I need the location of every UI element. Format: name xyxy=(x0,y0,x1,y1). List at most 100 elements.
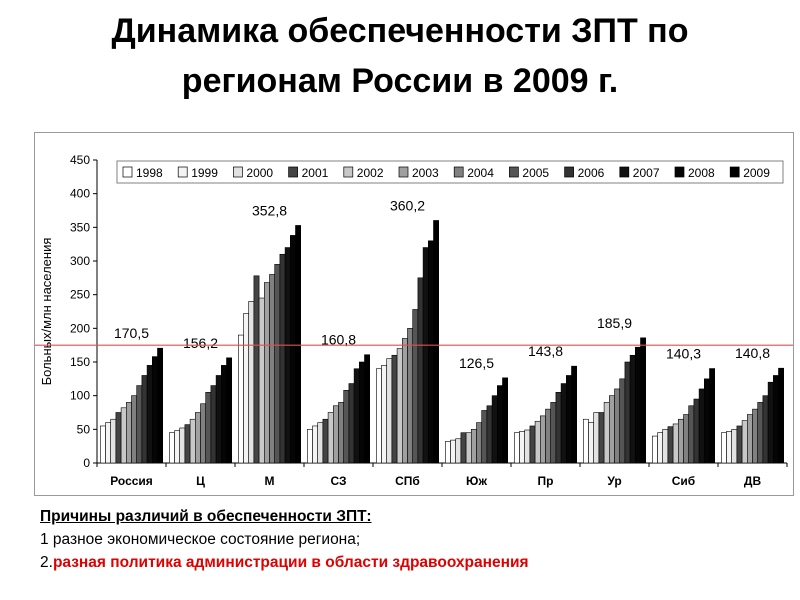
bar-2009 xyxy=(502,377,508,464)
bar-2002 xyxy=(672,423,679,464)
legend-label-2005: 2005 xyxy=(522,166,549,180)
bar-2003 xyxy=(677,418,684,464)
y-tick-label: 250 xyxy=(70,288,90,302)
bar-2009 xyxy=(157,347,163,464)
bar-2005 xyxy=(274,264,281,464)
reason-item-2: 2.разная политика администрации в област… xyxy=(40,551,529,574)
bar-2005 xyxy=(205,391,212,464)
bar-1999 xyxy=(726,431,732,464)
data-label: 140,8 xyxy=(735,345,770,361)
bar-2000 xyxy=(593,412,600,464)
bar-2009 xyxy=(226,357,232,464)
bar-2008 xyxy=(772,375,779,464)
bar-2003 xyxy=(195,412,201,464)
bar-2001 xyxy=(115,412,122,464)
legend-swatch-2002 xyxy=(343,166,354,178)
bar-2003 xyxy=(470,429,477,464)
y-tick-label: 200 xyxy=(70,321,90,335)
bar-2006 xyxy=(624,361,631,464)
y-tick-label: 150 xyxy=(70,355,90,369)
bar-1999 xyxy=(381,365,387,464)
bar-1998 xyxy=(375,368,382,464)
bar-1998 xyxy=(444,441,451,464)
bar-2007 xyxy=(629,354,636,464)
x-tick-label: ДВ xyxy=(744,474,762,488)
bar-2008 xyxy=(290,235,296,464)
bar-2007 xyxy=(767,381,774,464)
legend-label-2000: 2000 xyxy=(246,166,273,180)
bar-2006 xyxy=(486,405,493,464)
bar-2008 xyxy=(427,240,434,464)
x-tick-label: Пр xyxy=(538,474,554,488)
bar-2003 xyxy=(264,282,270,464)
bar-2003 xyxy=(332,405,339,464)
bar-2009 xyxy=(571,365,577,464)
bar-2006 xyxy=(555,391,562,464)
legend-swatch-2001 xyxy=(288,166,298,178)
legend-label-2006: 2006 xyxy=(578,166,605,180)
bar-2002 xyxy=(258,297,265,464)
bar-2000 xyxy=(317,422,324,464)
bar-2004 xyxy=(131,395,137,464)
bar-1999 xyxy=(174,430,180,464)
x-tick-label: Ур xyxy=(607,474,621,488)
reason-item-1: 1 разное экономическое состояние региона… xyxy=(40,531,361,548)
bar-2004 xyxy=(545,408,551,464)
legend-label-2001: 2001 xyxy=(302,166,329,180)
bar-2001 xyxy=(184,424,191,464)
data-label: 140,3 xyxy=(666,346,701,362)
x-tick-label: Ц xyxy=(196,474,205,488)
bar-2006 xyxy=(141,375,148,464)
bar-2000 xyxy=(662,429,669,464)
bar-2006 xyxy=(210,385,217,464)
reason-item-2-number: 2. xyxy=(40,554,53,571)
bar-2001 xyxy=(391,354,398,464)
bar-2001 xyxy=(598,412,605,464)
x-tick-label: Юж xyxy=(466,474,488,488)
bar-2009 xyxy=(433,220,439,464)
legend-swatch-2006 xyxy=(564,166,574,178)
bar-2000 xyxy=(455,438,462,464)
legend-box xyxy=(116,160,784,184)
bar-1999 xyxy=(450,439,456,464)
bar-2002 xyxy=(741,420,748,464)
bar-2003 xyxy=(746,414,753,464)
bar-2004 xyxy=(269,274,275,464)
bar-1999 xyxy=(312,425,318,464)
legend-swatch-2003 xyxy=(398,166,409,178)
legend-label-2002: 2002 xyxy=(357,166,384,180)
bar-1999 xyxy=(588,422,594,464)
title-line-1: Динамика обеспеченности ЗПТ по xyxy=(111,12,689,50)
bar-2003 xyxy=(608,395,615,464)
bar-2000 xyxy=(386,358,393,464)
reasons-block: Причины различий в обеспеченности ЗПТ: 1… xyxy=(40,505,529,574)
bar-2005 xyxy=(550,402,557,464)
legend-swatch-2004 xyxy=(453,166,464,178)
title-line-2: регионам России в 2009 г. xyxy=(181,62,619,100)
x-tick-label: Сиб xyxy=(672,474,695,488)
x-tick-label: СПб xyxy=(395,474,420,488)
chart-frame: 0 50 100 150 200 250 300 350 400 450 Больных/млн н… xyxy=(34,132,794,496)
bar-2007 xyxy=(422,247,429,464)
bar-1998 xyxy=(582,418,589,464)
data-label: 352,8 xyxy=(252,202,287,218)
bar-2006 xyxy=(762,395,769,464)
data-label: 360,2 xyxy=(390,197,425,213)
bar-2001 xyxy=(667,426,674,464)
bar-2002 xyxy=(534,420,541,464)
data-label: 156,2 xyxy=(183,335,218,351)
y-tick-label: 300 xyxy=(70,254,90,268)
legend-label-2007: 2007 xyxy=(633,166,660,180)
legend-label-1998: 1998 xyxy=(136,166,163,180)
bar-2006 xyxy=(279,253,286,464)
bar-2001 xyxy=(322,418,329,464)
bar-2000 xyxy=(524,429,531,464)
bar-2005 xyxy=(619,378,626,464)
legend-swatch-2009 xyxy=(729,166,740,178)
legend-swatch-2000 xyxy=(233,166,243,178)
bar-2003 xyxy=(539,415,546,464)
legend-swatch-2008 xyxy=(674,166,685,178)
bar-2005 xyxy=(688,405,695,464)
bar-2008 xyxy=(634,346,641,464)
bar-2008 xyxy=(358,361,365,464)
